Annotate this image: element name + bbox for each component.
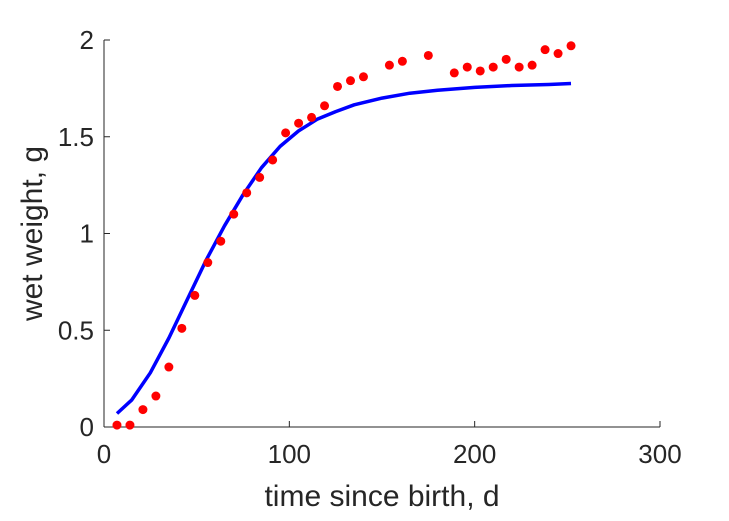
data-point xyxy=(229,209,239,219)
data-point xyxy=(112,420,122,430)
x-tick-label: 300 xyxy=(638,439,681,469)
x-tick-label: 200 xyxy=(453,439,496,469)
data-point xyxy=(488,62,498,72)
y-tick-label: 1 xyxy=(80,219,94,249)
data-point xyxy=(294,118,304,128)
data-point xyxy=(307,112,317,122)
y-tick-label: 0.5 xyxy=(58,315,94,345)
model-fit-line xyxy=(115,81,572,415)
data-point xyxy=(501,54,511,64)
data-point xyxy=(216,236,226,246)
data-point xyxy=(203,258,213,268)
data-point xyxy=(320,101,330,111)
data-point xyxy=(138,405,148,415)
data-point xyxy=(177,323,187,333)
y-axis-label: wet weight, g xyxy=(16,146,49,322)
data-point xyxy=(566,41,576,51)
data-point xyxy=(475,66,485,76)
data-point xyxy=(164,362,174,372)
data-point xyxy=(345,76,355,86)
data-point xyxy=(514,62,524,72)
data-point xyxy=(540,45,550,55)
data-point xyxy=(449,68,459,78)
data-point xyxy=(358,72,368,82)
data-point xyxy=(397,56,407,66)
y-tick-label: 2 xyxy=(80,25,94,55)
x-tick-label: 100 xyxy=(268,439,311,469)
data-point xyxy=(281,128,291,138)
data-point xyxy=(268,155,278,165)
x-axis-label: time since birth, d xyxy=(264,480,499,513)
data-point xyxy=(462,62,472,72)
data-point xyxy=(423,50,433,60)
data-point xyxy=(333,81,343,91)
data-point xyxy=(255,172,265,182)
data-point xyxy=(384,60,394,70)
data-point xyxy=(190,290,200,300)
data-point xyxy=(527,60,537,70)
y-tick-label: 1.5 xyxy=(58,122,94,152)
data-point xyxy=(242,188,252,198)
data-point xyxy=(151,391,161,401)
y-tick-label: 0 xyxy=(80,412,94,442)
x-tick-label: 0 xyxy=(97,439,111,469)
data-point xyxy=(125,420,135,430)
data-point xyxy=(553,49,563,59)
